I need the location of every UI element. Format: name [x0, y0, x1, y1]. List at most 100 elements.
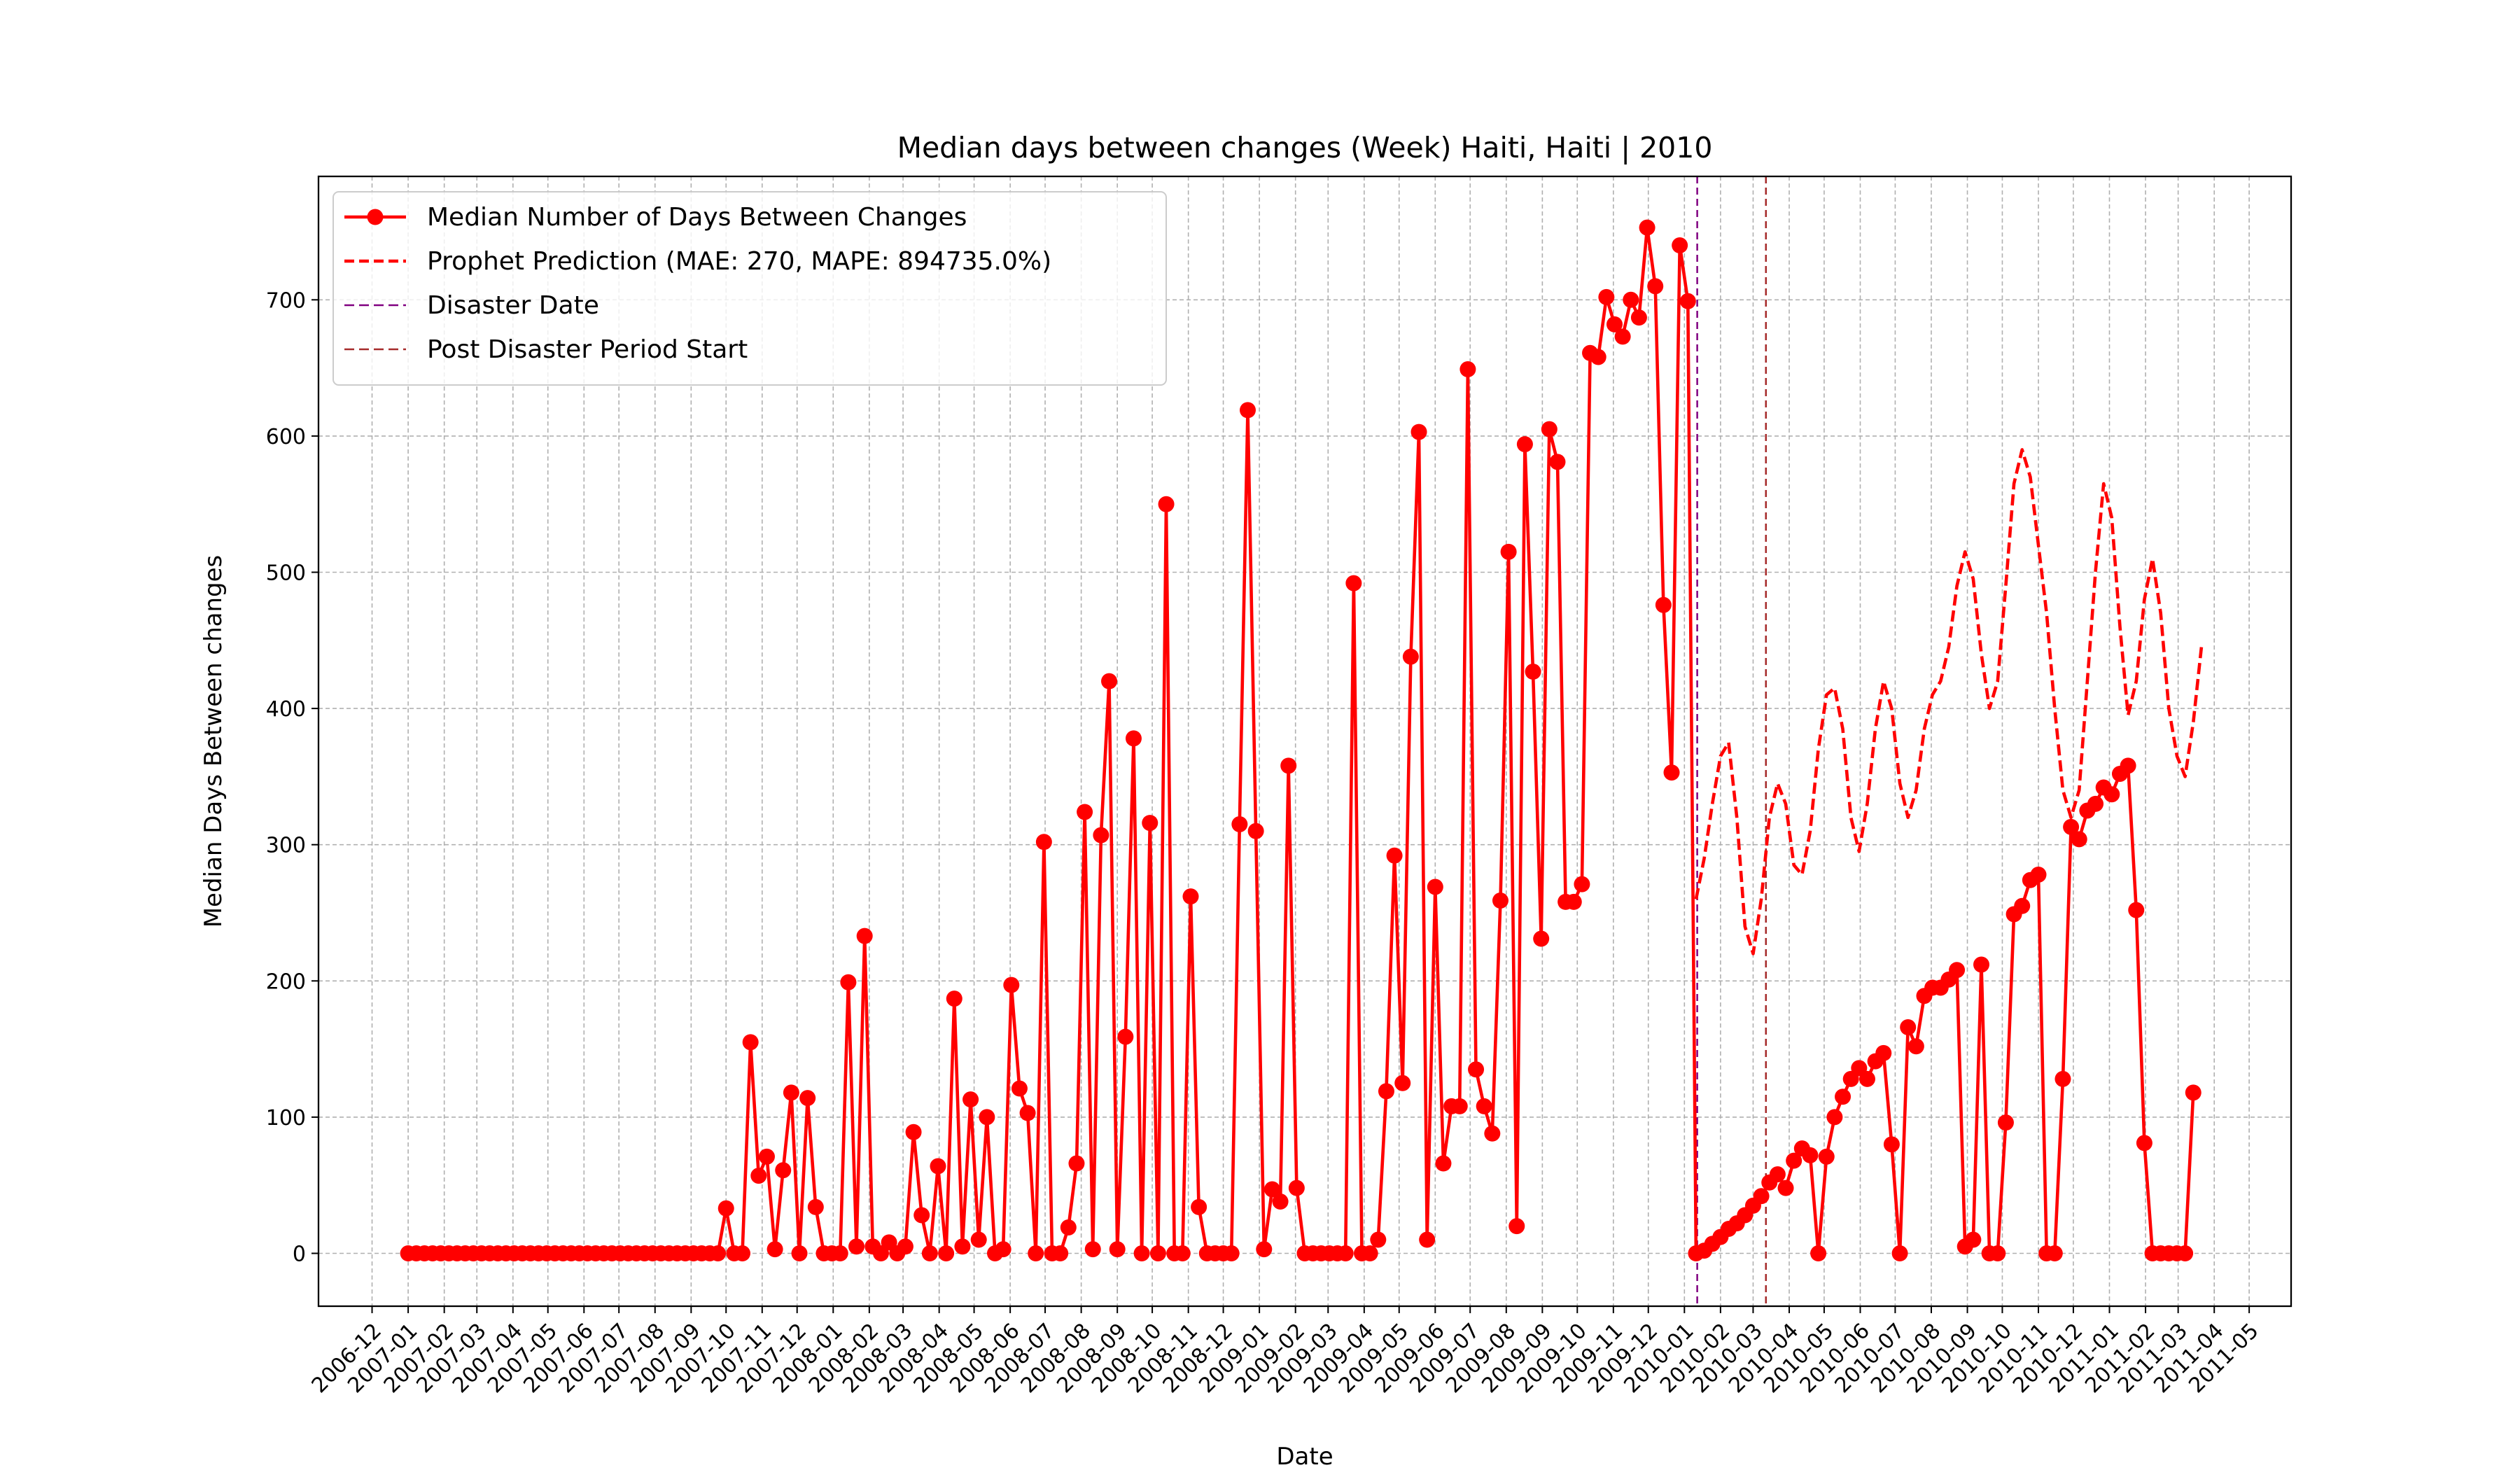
data-point — [1672, 237, 1688, 253]
data-point — [1973, 956, 1990, 973]
data-point — [1272, 1194, 1289, 1210]
data-point — [1949, 962, 1966, 979]
data-point — [2136, 1135, 2152, 1152]
data-point — [1663, 764, 1680, 781]
y-tick-label: 100 — [266, 1106, 306, 1130]
data-point — [775, 1162, 792, 1179]
data-point — [758, 1148, 775, 1165]
data-point — [1109, 1241, 1126, 1258]
data-point — [2087, 795, 2104, 812]
data-point — [2046, 1245, 2063, 1261]
data-point — [1149, 1245, 1166, 1261]
data-point — [750, 1168, 767, 1184]
data-point — [1052, 1245, 1069, 1261]
legend-box — [332, 191, 1167, 386]
data-point — [1533, 930, 1550, 947]
data-point — [962, 1091, 979, 1108]
data-point — [1655, 596, 1672, 613]
data-point — [1484, 1125, 1501, 1142]
data-point — [791, 1245, 808, 1261]
data-point — [1614, 328, 1631, 345]
data-point — [1598, 288, 1615, 305]
data-point — [979, 1109, 995, 1126]
data-point — [1060, 1219, 1077, 1236]
data-point — [1174, 1245, 1191, 1261]
data-point — [2014, 897, 2031, 914]
data-point — [1606, 316, 1623, 332]
plot-frame — [317, 175, 2292, 1308]
data-point — [1826, 1109, 1843, 1126]
y-tick-label: 500 — [266, 561, 306, 586]
data-point — [1101, 673, 1118, 690]
data-point — [718, 1200, 734, 1217]
data-point — [1802, 1147, 1819, 1163]
data-point — [2054, 1070, 2071, 1087]
y-axis-label: Median Days Between changes — [200, 555, 227, 928]
data-point — [832, 1245, 848, 1261]
data-point — [1084, 1241, 1101, 1258]
data-point — [946, 990, 962, 1007]
data-point — [1460, 361, 1476, 378]
data-point — [1574, 876, 1590, 892]
data-point — [1500, 543, 1517, 560]
data-point — [1427, 878, 1443, 895]
data-point — [1378, 1083, 1394, 1100]
data-point — [2128, 902, 2145, 918]
y-tick-label: 200 — [266, 969, 306, 994]
data-point — [1590, 349, 1606, 365]
data-point — [856, 927, 873, 944]
y-tick-label: 300 — [266, 834, 306, 858]
data-point — [1239, 402, 1256, 419]
data-point — [2185, 1084, 2202, 1101]
data-point — [1077, 804, 1093, 820]
data-point — [1410, 424, 1427, 440]
data-point — [2030, 867, 2047, 883]
data-point — [1182, 888, 1199, 905]
data-point — [1525, 664, 1541, 680]
data-point — [1476, 1098, 1492, 1114]
data-point — [1451, 1098, 1468, 1114]
data-point — [905, 1124, 922, 1140]
data-point — [2104, 786, 2120, 803]
data-point — [970, 1231, 987, 1248]
data-point — [1508, 1218, 1525, 1235]
data-point — [1818, 1148, 1835, 1165]
data-point — [1468, 1061, 1485, 1078]
data-point — [913, 1207, 930, 1224]
data-point — [995, 1241, 1011, 1258]
data-point — [1035, 834, 1052, 850]
data-point — [1362, 1245, 1378, 1261]
data-point — [1769, 1166, 1786, 1183]
data-point — [1345, 575, 1362, 592]
data-point — [1777, 1180, 1794, 1196]
data-point — [1858, 1070, 1875, 1087]
data-point — [1516, 436, 1533, 453]
data-point — [1549, 454, 1566, 470]
data-point — [1093, 827, 1110, 844]
data-point — [954, 1238, 971, 1255]
data-point — [1435, 1155, 1452, 1172]
data-point — [1019, 1105, 1036, 1121]
data-point — [938, 1245, 955, 1261]
data-point — [1386, 847, 1403, 864]
y-tick-label: 600 — [266, 425, 306, 449]
data-point — [1133, 1245, 1150, 1261]
data-point — [1117, 1028, 1134, 1045]
data-point — [766, 1241, 783, 1258]
data-point — [1965, 1231, 1982, 1248]
data-point — [1125, 730, 1142, 747]
data-point — [1158, 496, 1175, 512]
data-point — [1541, 421, 1558, 438]
legend-label: Post Disaster Period Start — [427, 335, 748, 364]
data-point — [807, 1198, 824, 1215]
data-point — [1810, 1245, 1827, 1261]
data-point — [1264, 1181, 1280, 1198]
data-point — [1900, 1018, 1917, 1035]
data-point — [930, 1158, 946, 1175]
data-point — [1003, 976, 1020, 993]
data-point — [1419, 1231, 1436, 1248]
data-point — [1370, 1231, 1387, 1248]
data-point — [1786, 1152, 1802, 1169]
data-point — [783, 1084, 799, 1101]
